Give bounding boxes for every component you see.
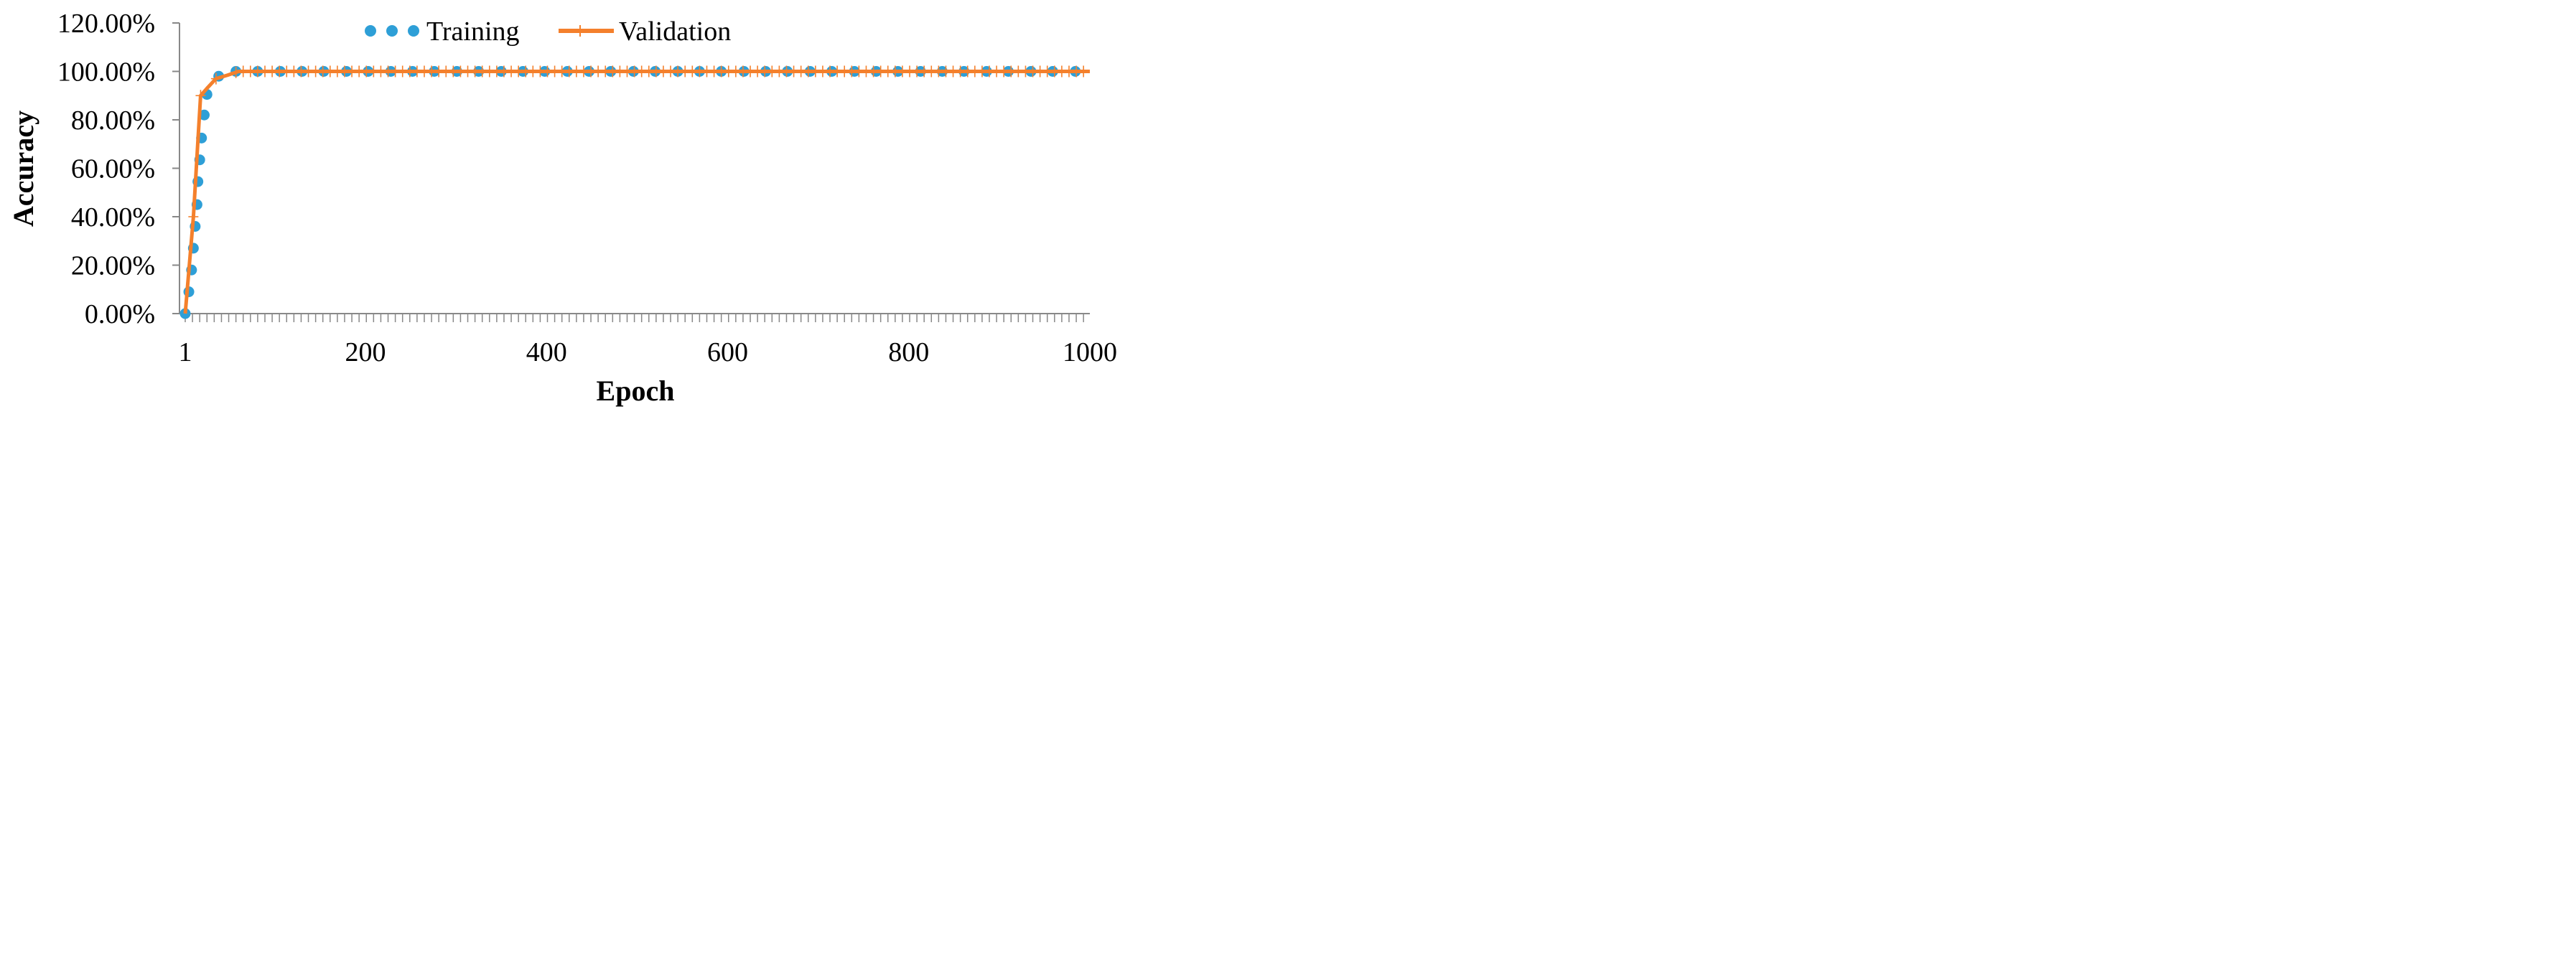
x-tick-label: 1 [179, 337, 192, 367]
legend-training-marker [408, 25, 419, 37]
y-tick-label: 0.00% [85, 299, 155, 329]
x-tick-label: 600 [707, 337, 748, 367]
legend: Training Validation [365, 17, 731, 47]
legend-training-marker [386, 25, 398, 37]
y-tick-label: 40.00% [71, 202, 155, 233]
y-tick-label: 60.00% [71, 154, 155, 184]
legend-item-validation: Validation [559, 17, 731, 47]
validation-line [183, 70, 1090, 314]
y-tick-label: 100.00% [57, 57, 155, 88]
legend-item-training: Training [365, 17, 520, 47]
y-tick-label: 20.00% [71, 251, 155, 281]
x-tick-label: 200 [345, 337, 386, 367]
legend-training-label: Training [426, 17, 520, 47]
x-tick-label: 400 [526, 337, 567, 367]
plot-area [179, 65, 1090, 319]
accuracy-line-chart: Epoch Accuracy 0.00% 20.00% 40.00% 60.00% 80… [7, 9, 1117, 407]
y-axis-ticks: 0.00% 20.00% 40.00% 60.00% 80.00% 100.00% 120.… [57, 9, 179, 329]
training-point [198, 109, 210, 121]
y-tick-label: 120.00% [57, 9, 155, 39]
x-axis-ticks: 1 200 400 600 800 1000 [179, 314, 1117, 367]
x-tick-label: 800 [888, 337, 929, 367]
x-axis-title: Epoch [597, 375, 675, 407]
x-tick-label: 1000 [1063, 337, 1117, 367]
y-tick-label: 80.00% [71, 105, 155, 136]
y-axis-title: Accuracy [7, 111, 39, 227]
legend-validation-label: Validation [619, 17, 731, 47]
legend-training-marker [365, 25, 376, 37]
